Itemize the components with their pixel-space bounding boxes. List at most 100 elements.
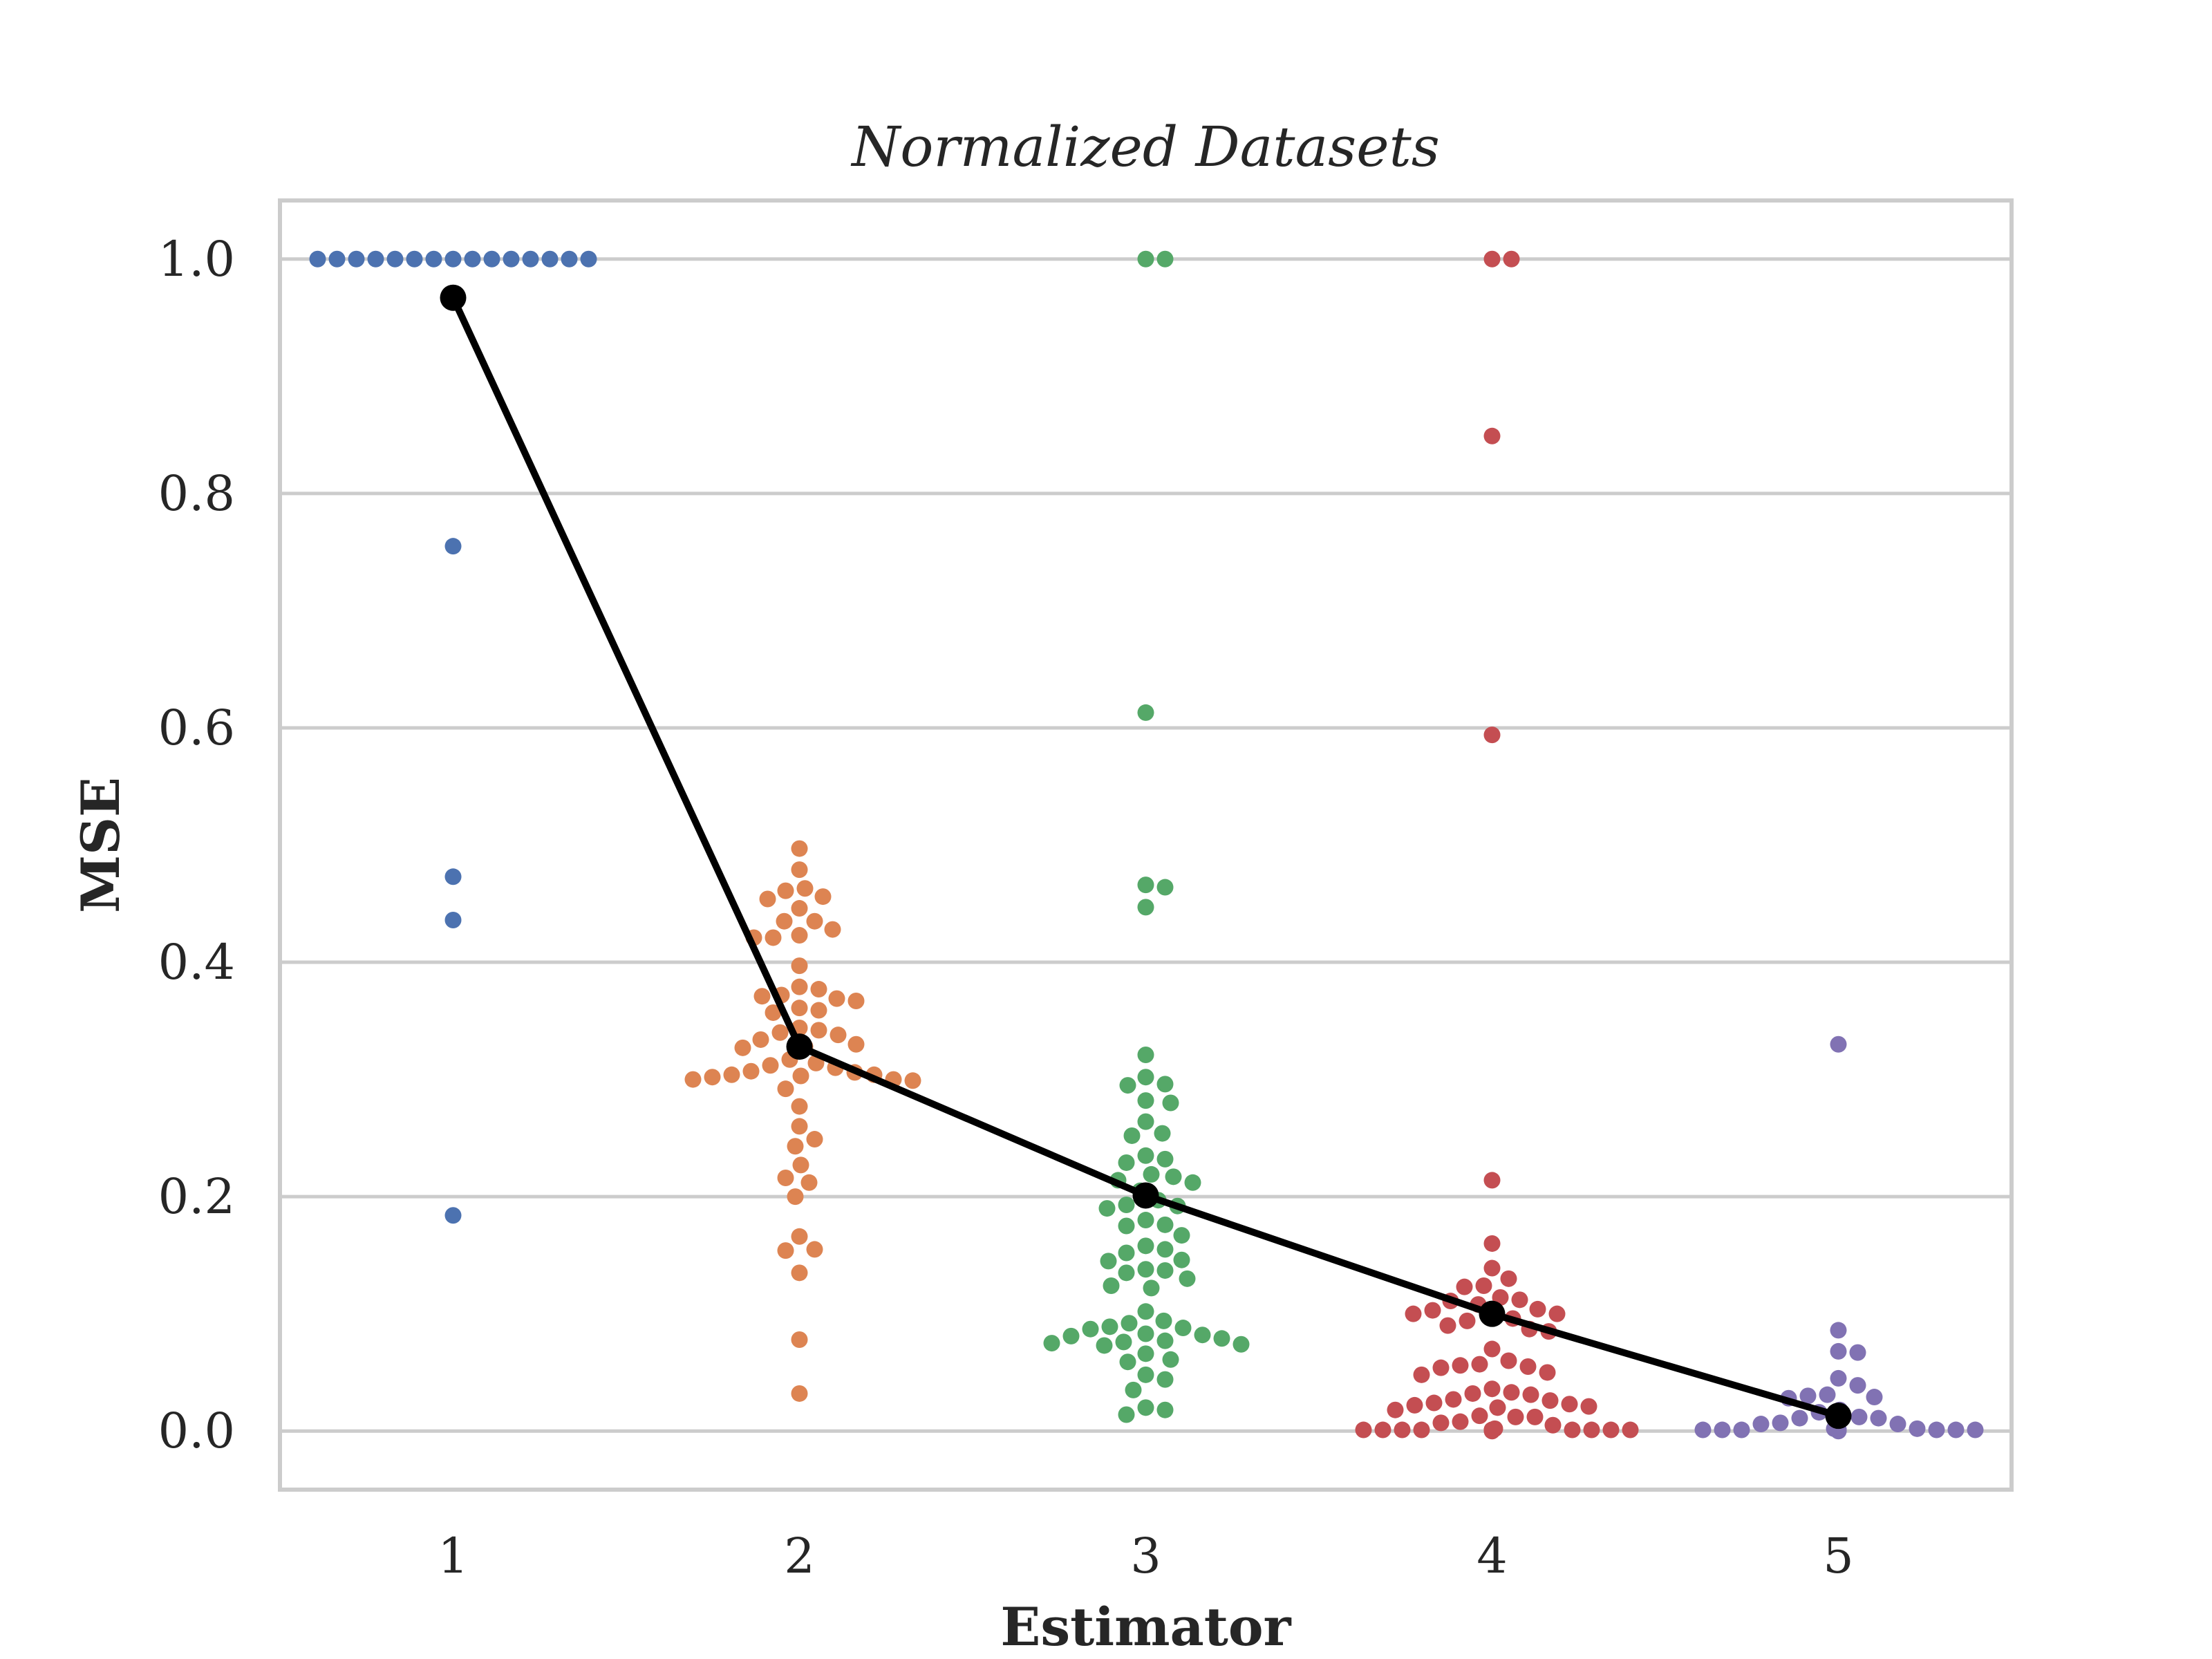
- data-point: [1452, 1357, 1469, 1374]
- data-point: [1194, 1327, 1211, 1344]
- mean-marker: [1479, 1300, 1506, 1327]
- y-tick-label: 0.2: [158, 1168, 235, 1225]
- grid-lines: [280, 257, 2012, 1433]
- data-point: [1622, 1421, 1639, 1438]
- data-point: [1098, 1200, 1116, 1217]
- data-point: [1548, 1305, 1566, 1322]
- data-point: [762, 1057, 779, 1074]
- data-point: [777, 1080, 794, 1098]
- data-point: [776, 912, 793, 930]
- data-point: [1096, 1337, 1113, 1354]
- data-point: [1870, 1409, 1887, 1427]
- data-point: [1483, 1423, 1501, 1440]
- data-point: [791, 1264, 808, 1282]
- data-point: [1459, 1312, 1476, 1329]
- data-point: [1456, 1278, 1473, 1295]
- data-point: [444, 538, 462, 555]
- data-point: [1137, 1366, 1154, 1383]
- data-point: [1137, 1113, 1154, 1130]
- data-point: [810, 981, 827, 998]
- data-point: [830, 1027, 847, 1044]
- data-point: [806, 912, 823, 930]
- data-point: [309, 250, 326, 268]
- data-point: [1156, 1216, 1174, 1233]
- data-point: [734, 1039, 751, 1056]
- data-point: [464, 250, 481, 268]
- mean-line: [440, 284, 1852, 1430]
- data-point: [1137, 899, 1154, 916]
- data-point: [1137, 1303, 1154, 1320]
- data-point: [1471, 1407, 1488, 1425]
- x-tick-labels: 1 2 3 4 5: [438, 1528, 1854, 1584]
- data-point: [791, 1118, 808, 1135]
- x-axis-title: Estimator: [1000, 1596, 1291, 1658]
- data-point: [792, 1067, 809, 1085]
- data-point: [1791, 1409, 1808, 1427]
- data-point: [1137, 704, 1154, 721]
- data-point: [791, 840, 808, 857]
- data-point: [444, 868, 462, 885]
- data-point: [777, 1170, 794, 1187]
- data-point: [777, 1242, 794, 1259]
- data-point: [1830, 1342, 1847, 1360]
- data-point: [406, 250, 423, 268]
- data-point: [1156, 1332, 1174, 1349]
- data-point: [1483, 250, 1501, 268]
- data-point: [1118, 1264, 1135, 1282]
- data-point: [800, 1174, 818, 1191]
- data-point: [791, 900, 808, 917]
- data-point: [1137, 1237, 1154, 1255]
- x-tick-label: 2: [784, 1528, 815, 1584]
- plot-frame: [278, 198, 2014, 1492]
- data-point: [753, 988, 771, 1005]
- data-point: [328, 250, 346, 268]
- data-point: [1118, 1154, 1135, 1171]
- data-point: [1184, 1174, 1201, 1191]
- data-point: [1849, 1377, 1866, 1394]
- data-point: [1475, 1277, 1492, 1294]
- data-point: [765, 929, 782, 946]
- data-point: [1511, 1291, 1528, 1309]
- data-point: [742, 1062, 760, 1080]
- data-point: [1173, 1227, 1190, 1244]
- data-point: [1830, 1035, 1847, 1053]
- data-point: [1489, 1399, 1506, 1416]
- data-point: [828, 990, 845, 1007]
- x-tick-label: 4: [1477, 1528, 1508, 1584]
- x-tick-label: 1: [438, 1528, 469, 1584]
- data-point: [386, 250, 404, 268]
- data-point: [824, 921, 841, 938]
- data-point: [1137, 877, 1154, 894]
- data-point: [806, 1241, 823, 1258]
- x-tick-label: 3: [1130, 1528, 1161, 1584]
- data-point: [684, 1071, 702, 1088]
- data-point: [1137, 1046, 1154, 1063]
- data-point: [1137, 1261, 1154, 1278]
- data-point: [1425, 1394, 1443, 1412]
- mean-marker: [1825, 1403, 1852, 1430]
- data-point: [1752, 1416, 1770, 1433]
- data-point: [1115, 1333, 1132, 1351]
- data-point: [1866, 1389, 1883, 1406]
- data-point: [1143, 1165, 1160, 1183]
- data-point: [522, 250, 539, 268]
- data-point: [1118, 1197, 1135, 1214]
- data-point: [771, 1024, 789, 1041]
- data-point: [1483, 427, 1501, 444]
- data-point: [1522, 1386, 1539, 1403]
- data-point: [1830, 1369, 1847, 1387]
- data-point: [847, 1035, 865, 1053]
- data-point: [483, 250, 500, 268]
- data-point: [810, 1002, 827, 1019]
- data-point: [791, 1098, 808, 1115]
- data-point: [1119, 1353, 1136, 1371]
- data-point: [1155, 1312, 1172, 1329]
- data-point: [1101, 1318, 1118, 1335]
- data-point: [1772, 1414, 1789, 1432]
- data-point: [1156, 250, 1174, 268]
- data-point: [1849, 1344, 1866, 1361]
- mean-marker: [440, 284, 467, 311]
- data-point: [1156, 1371, 1174, 1388]
- data-point: [787, 1188, 804, 1206]
